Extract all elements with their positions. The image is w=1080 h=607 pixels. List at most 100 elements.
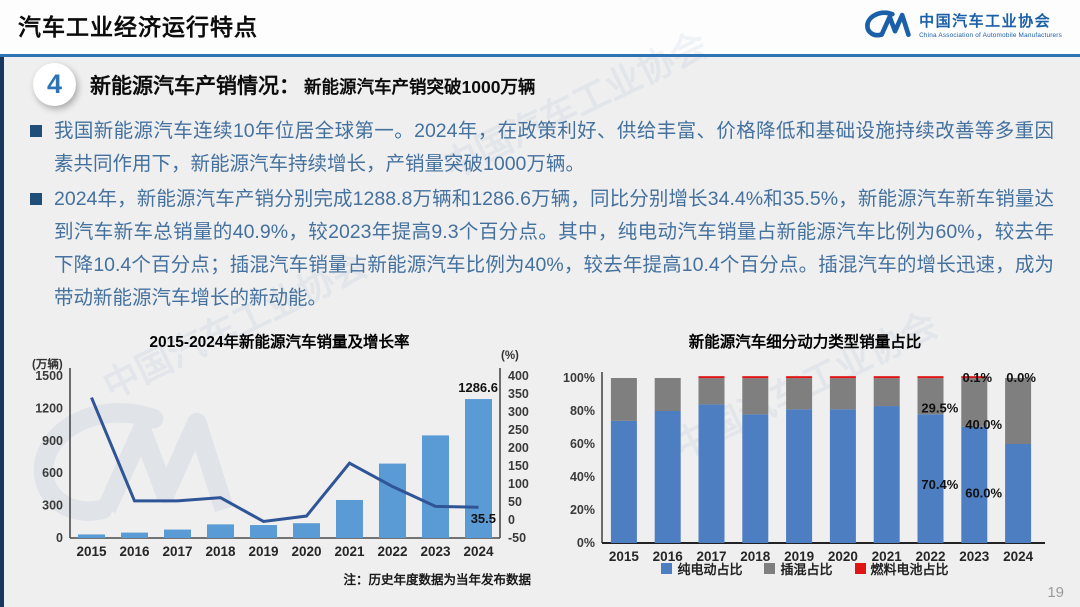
stacked-bar-segment xyxy=(961,376,988,379)
legend-label: 燃料电池占比 xyxy=(870,562,949,577)
stacked-bar-segment xyxy=(961,426,988,543)
category-label: 2017 xyxy=(696,549,726,564)
category-label: 2018 xyxy=(205,544,236,559)
sales-bar xyxy=(379,463,406,538)
category-label: 2021 xyxy=(872,549,903,564)
right-axis-tick: 150 xyxy=(508,459,529,473)
right-axis-tick: 300 xyxy=(508,405,529,419)
sales-bar xyxy=(164,529,191,538)
stacked-bar-segment xyxy=(829,376,856,379)
chart-title: 新能源汽车细分动力类型销量占比 xyxy=(688,334,922,351)
category-label: 2017 xyxy=(162,544,192,559)
powertrain-share-plot: 0% 20% 40% 60% 80% 100% 2015 2016 2017 2018 2019 20… xyxy=(563,370,1045,564)
chart-sales-growth: 2015-2024年新能源汽车销量及增长率 (万辆) (%) 0 300 600 90… xyxy=(22,328,537,590)
right-axis-unit: (%) xyxy=(501,350,519,362)
category-label: 2022 xyxy=(377,544,407,559)
stacked-bar-segment xyxy=(698,404,725,543)
category-label: 2022 xyxy=(915,549,945,564)
right-axis-tick: 50 xyxy=(508,495,522,509)
segment-data-label: 29.5% xyxy=(921,401,958,416)
category-label: 2016 xyxy=(119,544,150,559)
bullet-list: 我国新能源汽车连续10年位居全球第一。2024年，在政策利好、供给丰富、价格降低… xyxy=(30,115,1054,317)
stacked-bar-segment xyxy=(786,376,813,379)
left-axis-tick: 1500 xyxy=(35,369,63,383)
y-axis-tick: 100% xyxy=(563,371,595,385)
stacked-bar-segment xyxy=(917,376,944,379)
bullet-item: 2024年，新能源汽车产销分别完成1288.8万辆和1286.6万辆，同比分别增… xyxy=(30,183,1054,315)
segment-data-label: 70.4% xyxy=(921,477,958,492)
category-label: 2020 xyxy=(291,544,321,559)
left-axis-tick: 0 xyxy=(56,531,63,545)
bullet-square-icon xyxy=(30,193,42,205)
chart-powertrain-share: 新能源汽车细分动力类型销量占比 0% 20% 40% 60% 80% 100% 2015 20… xyxy=(540,328,1070,590)
legend-swatch-icon xyxy=(764,563,776,574)
category-label: 2024 xyxy=(1003,549,1034,564)
y-axis-tick: 60% xyxy=(570,437,595,451)
category-label: 2015 xyxy=(76,544,107,559)
category-label: 2016 xyxy=(653,549,684,564)
category-label: 2019 xyxy=(784,549,814,564)
page-title: 汽车工业经济运行特点 xyxy=(18,14,258,40)
chart-title: 2015-2024年新能源汽车销量及增长率 xyxy=(149,334,410,351)
segment-data-label: 60.0% xyxy=(965,486,1002,501)
stacked-bar-segment xyxy=(961,378,988,427)
category-label: 2023 xyxy=(959,549,990,564)
left-axis-tick: 900 xyxy=(42,434,63,448)
y-axis-tick: 20% xyxy=(570,503,595,517)
category-label: 2021 xyxy=(334,544,365,559)
sales-bar xyxy=(250,525,277,538)
bar-data-label: 1286.6 xyxy=(458,380,498,395)
stacked-bar-segment xyxy=(654,378,681,411)
segment-data-label: 0.1% xyxy=(962,370,992,385)
left-axis-tick: 1200 xyxy=(35,401,63,415)
segment-data-label: 40.0% xyxy=(965,417,1002,432)
line-data-label: 35.5 xyxy=(471,511,496,526)
header-divider xyxy=(0,54,1080,57)
category-label: 2015 xyxy=(609,549,640,564)
right-axis-tick: 400 xyxy=(508,369,529,383)
slide-body: 中国汽车工业协会 中国汽车工业协会 中国汽车工业协会 4 新能源汽车产销情况：新… xyxy=(0,24,1080,607)
right-axis-tick: 250 xyxy=(508,423,529,437)
sales-growth-plot: 0 300 600 900 1200 1500 -50 0 50 100 150 200 250 300 3… xyxy=(35,368,529,559)
stacked-bar-segment xyxy=(786,409,813,543)
y-axis-tick: 80% xyxy=(570,404,595,418)
category-label: 2024 xyxy=(463,544,494,559)
stacked-bar-segment xyxy=(1005,378,1032,444)
stacked-bar-segment xyxy=(873,378,900,407)
sales-bar xyxy=(336,499,363,538)
section-number-badge: 4 xyxy=(33,63,76,106)
sales-bar xyxy=(78,534,105,538)
page-number: 19 xyxy=(1047,584,1064,601)
sales-bar xyxy=(207,524,234,538)
bullet-text: 2024年，新能源汽车产销分别完成1288.8万辆和1286.6万辆，同比分别增… xyxy=(54,188,1054,309)
stacked-bar-segment xyxy=(742,378,769,415)
section-title: 新能源汽车产销情况： 新能源汽车产销突破1000万辆 xyxy=(90,70,535,100)
category-label: 2018 xyxy=(740,549,771,564)
legend-label: 纯电动占比 xyxy=(677,562,743,577)
stacked-bar-segment xyxy=(654,411,681,543)
org-name-cn: 中国汽车工业协会 xyxy=(919,12,1052,30)
category-label: 2020 xyxy=(828,549,858,564)
legend-item: 纯电动占比 xyxy=(661,559,742,578)
stacked-bar-segment xyxy=(1005,444,1032,543)
bullet-item: 我国新能源汽车连续10年位居全球第一。2024年，在政策利好、供给丰富、价格降低… xyxy=(30,115,1054,181)
legend-swatch-icon xyxy=(661,563,673,574)
right-axis-tick: 100 xyxy=(508,477,529,491)
stacked-bar-segment xyxy=(829,378,856,410)
right-axis-tick: 200 xyxy=(508,441,529,455)
org-logo: 中国汽车工业协会 China Association of Automobile… xyxy=(862,7,1062,41)
section-title-main: 新能源汽车产销情况： xyxy=(90,75,300,98)
y-axis-tick: 40% xyxy=(570,470,595,484)
stacked-bar-segment xyxy=(917,414,944,543)
stacked-bar-segment xyxy=(610,420,637,543)
stacked-bar-segment xyxy=(610,378,637,421)
left-axis-unit: (万辆) xyxy=(32,359,63,371)
legend-item: 插混占比 xyxy=(764,559,833,578)
y-axis-tick: 0% xyxy=(577,536,595,550)
org-name-en: China Association of Automobile Manufact… xyxy=(919,31,1062,39)
segment-data-label: 0.0% xyxy=(1006,370,1036,385)
left-axis-tick: 300 xyxy=(42,499,63,513)
left-accent-strip xyxy=(0,57,4,607)
stacked-bar-segment xyxy=(742,414,769,543)
